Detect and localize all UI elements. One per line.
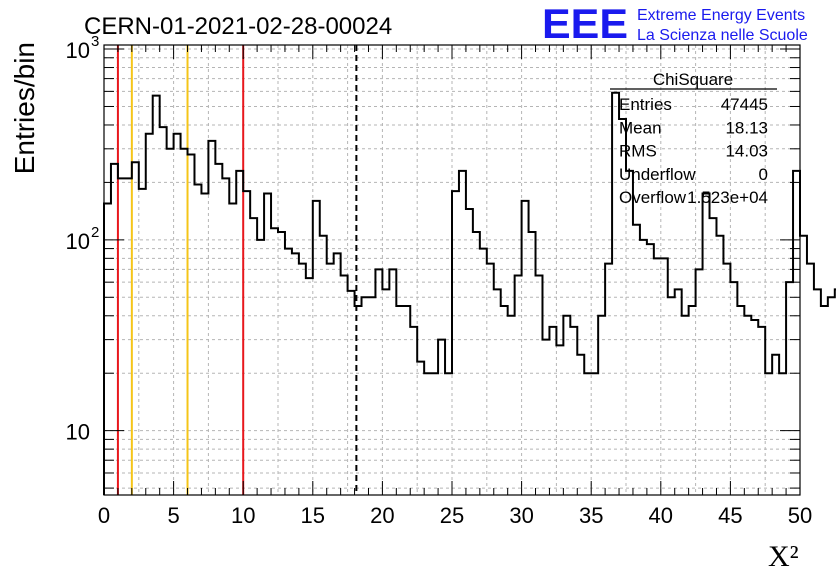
y-axis-label: Entries/bin xyxy=(9,42,40,174)
stats-row-label: Entries xyxy=(619,95,672,114)
stats-box: ChiSquare Entries 47445 Mean 18.13 RMS 14.03 U… xyxy=(610,70,777,207)
stats-row-value: 47445 xyxy=(721,95,768,114)
stats-row-label: Underflow xyxy=(619,165,696,184)
x-tick-label: 15 xyxy=(301,503,325,528)
stats-row-label: RMS xyxy=(619,142,657,161)
reference-lines xyxy=(116,45,358,495)
x-tick-label: 35 xyxy=(579,503,603,528)
y-tick-label: 10 xyxy=(66,229,90,254)
eee-logo: EEE Extreme Energy Events La Scienza nel… xyxy=(542,0,808,47)
y-tick-label-exponent: 2 xyxy=(91,224,99,241)
stats-row-label: Mean xyxy=(619,118,662,137)
stats-rows: Entries 47445 Mean 18.13 RMS 14.03 Underflow 0 O… xyxy=(619,95,768,207)
stats-title: ChiSquare xyxy=(653,70,733,89)
x-tick-label: 0 xyxy=(98,503,110,528)
x-tick-label: 50 xyxy=(788,503,812,528)
y-tick-label: 10 xyxy=(66,420,90,445)
eee-logo-line1: Extreme Energy Events xyxy=(637,7,805,24)
y-tick-label: 10 xyxy=(66,38,90,63)
x-tick-label: 40 xyxy=(649,503,673,528)
axis-ticks xyxy=(103,45,801,495)
x-tick-label: 20 xyxy=(370,503,394,528)
x-tick-label: 10 xyxy=(231,503,255,528)
stats-row-label: Overflow xyxy=(619,188,687,207)
histogram-series xyxy=(103,91,836,495)
stats-row-value: 1.523e+04 xyxy=(687,188,768,207)
x-tick-label: 30 xyxy=(509,503,533,528)
eee-logo-line2: La Scienza nelle Scuole xyxy=(637,27,808,44)
eee-logo-mark: EEE xyxy=(542,0,628,47)
stats-row-value: 0 xyxy=(759,165,768,184)
stats-row-value: 14.03 xyxy=(725,142,768,161)
x-tick-labels: 0 5 10 15 20 25 30 35 40 45 50 xyxy=(98,503,812,528)
x-tick-label: 5 xyxy=(167,503,179,528)
stats-row-value: 18.13 xyxy=(725,118,768,137)
x-axis-label: X² xyxy=(768,540,799,572)
chart-title: CERN-01-2021-02-28-00024 xyxy=(84,13,392,40)
x-tick-label: 45 xyxy=(718,503,742,528)
x-tick-label: 25 xyxy=(440,503,464,528)
y-tick-label-exponent: 3 xyxy=(91,33,99,50)
